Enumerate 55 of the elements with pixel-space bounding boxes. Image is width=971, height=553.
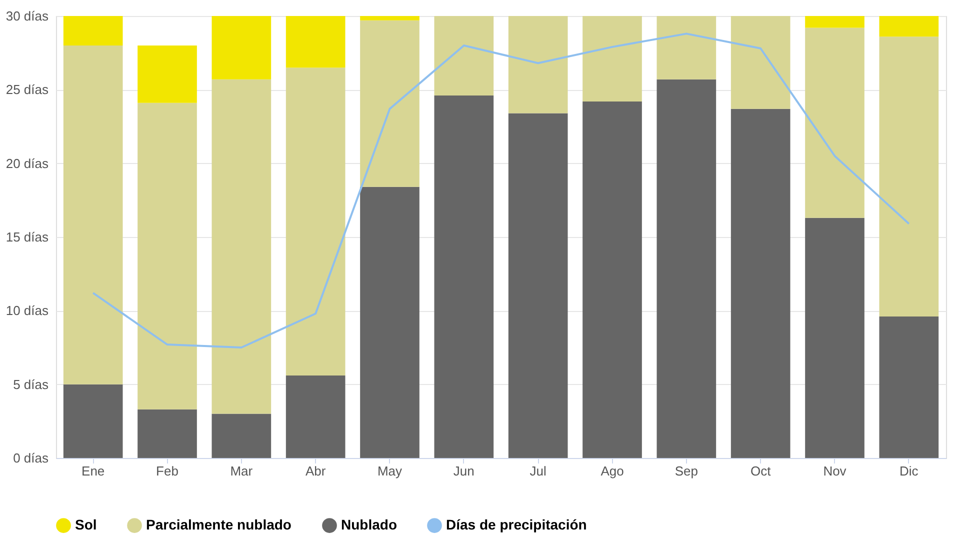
y-tick-label: 0 días <box>13 450 49 466</box>
bar <box>508 16 568 114</box>
bar <box>508 113 568 458</box>
x-tick-label: Ene <box>82 464 105 478</box>
y-tick-label: 5 días <box>13 376 49 392</box>
legend-label: Sol <box>75 516 97 533</box>
line-series <box>92 32 910 348</box>
bar <box>63 16 123 46</box>
x-tick-label: Jun <box>453 464 474 478</box>
bar <box>656 16 716 80</box>
x-tick-label: Nov <box>823 464 847 478</box>
legend-label: Nublado <box>341 516 397 533</box>
bar <box>212 16 272 80</box>
x-tick-label: Abr <box>305 464 326 478</box>
bar <box>212 79 272 414</box>
x-tick-label: Jul <box>530 464 546 478</box>
y-tick-label: 25 días <box>6 82 49 98</box>
bar <box>138 102 197 410</box>
x-tick-label: Dic <box>900 464 919 478</box>
x-tick-label: Sep <box>674 464 698 478</box>
legend-label: Días de precipitación <box>446 516 587 533</box>
bar <box>63 45 123 384</box>
x-tick-label: Mar <box>230 464 254 478</box>
bar <box>730 16 790 109</box>
bar <box>286 16 346 68</box>
x-tick-label: Ago <box>600 464 624 478</box>
bar <box>286 68 346 376</box>
bar <box>879 316 939 458</box>
y-tick-label: 15 días <box>6 230 49 244</box>
bar <box>805 218 864 458</box>
bar <box>730 108 790 458</box>
y-tick-label: 10 días <box>6 303 49 318</box>
bar <box>805 16 864 28</box>
bar <box>212 414 272 458</box>
x-tick-label: Oct <box>750 464 772 478</box>
bar <box>360 16 420 20</box>
y-tick-label: 30 días <box>6 8 49 24</box>
bar <box>805 28 864 218</box>
bar <box>360 20 420 187</box>
legend-label: Parcialmente nublado <box>146 516 292 533</box>
bar <box>879 16 939 37</box>
x-tick-label: Feb <box>156 464 178 478</box>
bar <box>360 186 420 458</box>
bar <box>434 96 494 458</box>
y-tick-label: 20 días <box>6 156 49 171</box>
bar <box>879 36 939 317</box>
x-tick-label: May <box>377 464 403 478</box>
bar <box>434 16 494 96</box>
bar <box>63 384 123 458</box>
bar <box>656 79 716 458</box>
bar <box>138 409 197 458</box>
bar <box>582 101 642 458</box>
bar <box>286 375 346 458</box>
bar <box>582 16 642 102</box>
bar <box>138 45 197 103</box>
